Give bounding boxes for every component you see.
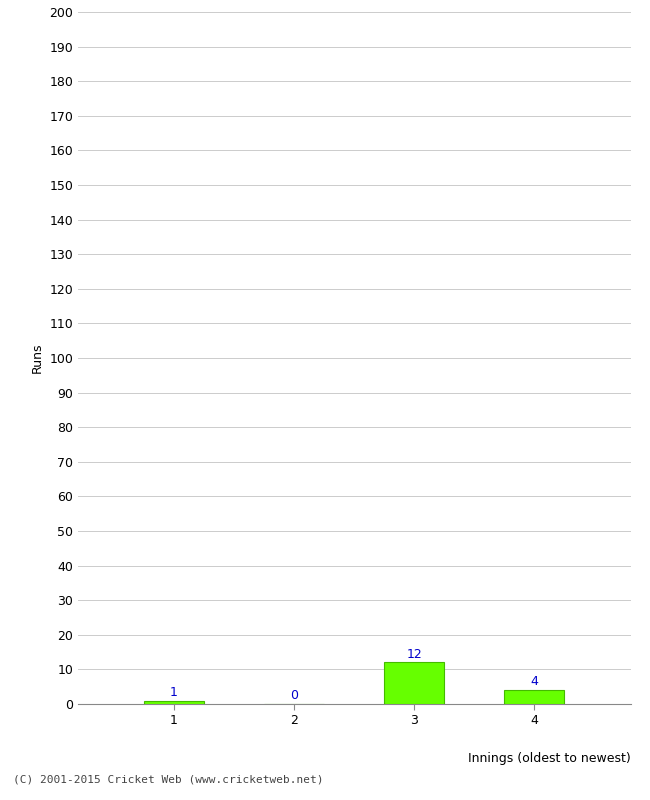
- Bar: [504, 690, 564, 704]
- Text: 1: 1: [170, 686, 178, 699]
- Bar: [384, 662, 445, 704]
- Text: 0: 0: [290, 690, 298, 702]
- Text: (C) 2001-2015 Cricket Web (www.cricketweb.net): (C) 2001-2015 Cricket Web (www.cricketwe…: [13, 774, 324, 784]
- Y-axis label: Runs: Runs: [31, 342, 44, 374]
- Text: Innings (oldest to newest): Innings (oldest to newest): [468, 753, 630, 766]
- Bar: [144, 701, 204, 704]
- Text: 12: 12: [406, 648, 422, 661]
- Text: 4: 4: [530, 675, 538, 689]
